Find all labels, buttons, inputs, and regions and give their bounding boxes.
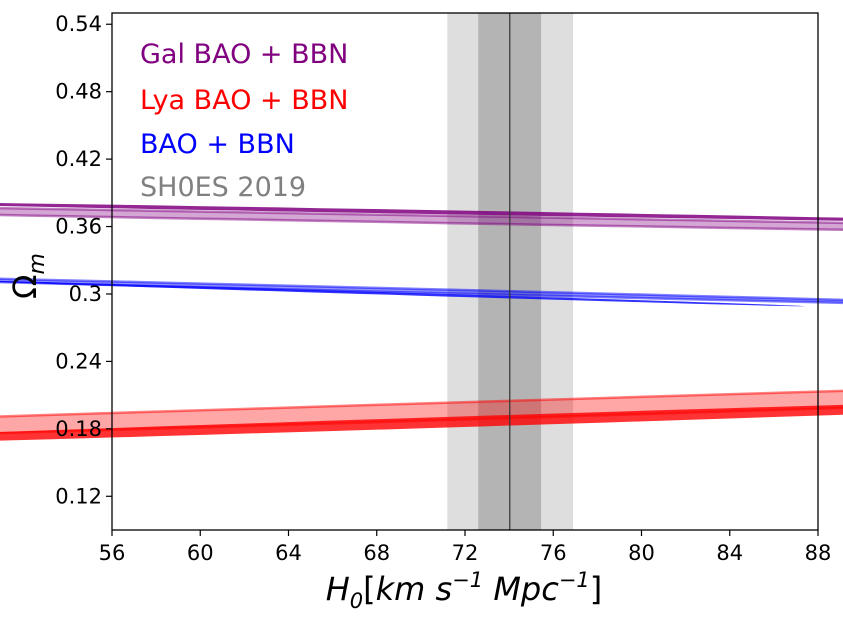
y-tick-label: 0.48	[55, 80, 102, 104]
y-tick-label: 0.36	[55, 215, 102, 239]
contours	[0, 203, 843, 441]
bao-bbn-1sigma-contour	[0, 280, 806, 307]
gal-bao-bbn-2sigma-contour	[0, 206, 843, 232]
y-tick-label: 0.12	[55, 484, 102, 508]
x-tick-label: 68	[363, 541, 390, 565]
x-tick-label: 72	[452, 541, 479, 565]
y-tick-label: 0.54	[55, 12, 102, 36]
x-tick-label: 84	[716, 541, 743, 565]
lya-bao-bbn-2sigma-contour	[0, 389, 843, 435]
x-tick-label: 88	[805, 541, 832, 565]
y-tick-label: 0.24	[55, 349, 102, 373]
y-tick-label: 0.18	[55, 417, 102, 441]
legend-shoes: SH0ES 2019	[140, 172, 306, 203]
legend-gal-bao: Gal BAO + BBN	[140, 39, 348, 70]
x-tick-label: 64	[275, 541, 302, 565]
y-tick-label: 0.3	[69, 282, 102, 306]
x-axis-title: H0[km s−1 Mpc−1]	[326, 568, 603, 613]
y-axis-ticks: 0.12 0.18 0.24 0.3 0.36 0.42 0.48 0.54	[55, 12, 112, 508]
x-tick-label: 80	[628, 541, 655, 565]
y-axis-title: Ωm	[6, 253, 50, 299]
x-tick-label: 56	[99, 541, 126, 565]
legend-lya-bao: Lya BAO + BBN	[140, 85, 348, 116]
legend-bao: BAO + BBN	[140, 129, 295, 160]
gal-bao-bbn-1sigma-contour	[0, 203, 843, 221]
x-axis-ticks: 56 60 64 68 72 76 80 84 88	[99, 530, 832, 565]
x-tick-label: 76	[540, 541, 567, 565]
legend: Gal BAO + BBN Lya BAO + BBN BAO + BBN SH…	[140, 39, 348, 203]
lya-bao-bbn-1sigma-contour	[0, 404, 843, 441]
x-tick-label: 60	[187, 541, 214, 565]
y-tick-label: 0.42	[55, 147, 102, 171]
